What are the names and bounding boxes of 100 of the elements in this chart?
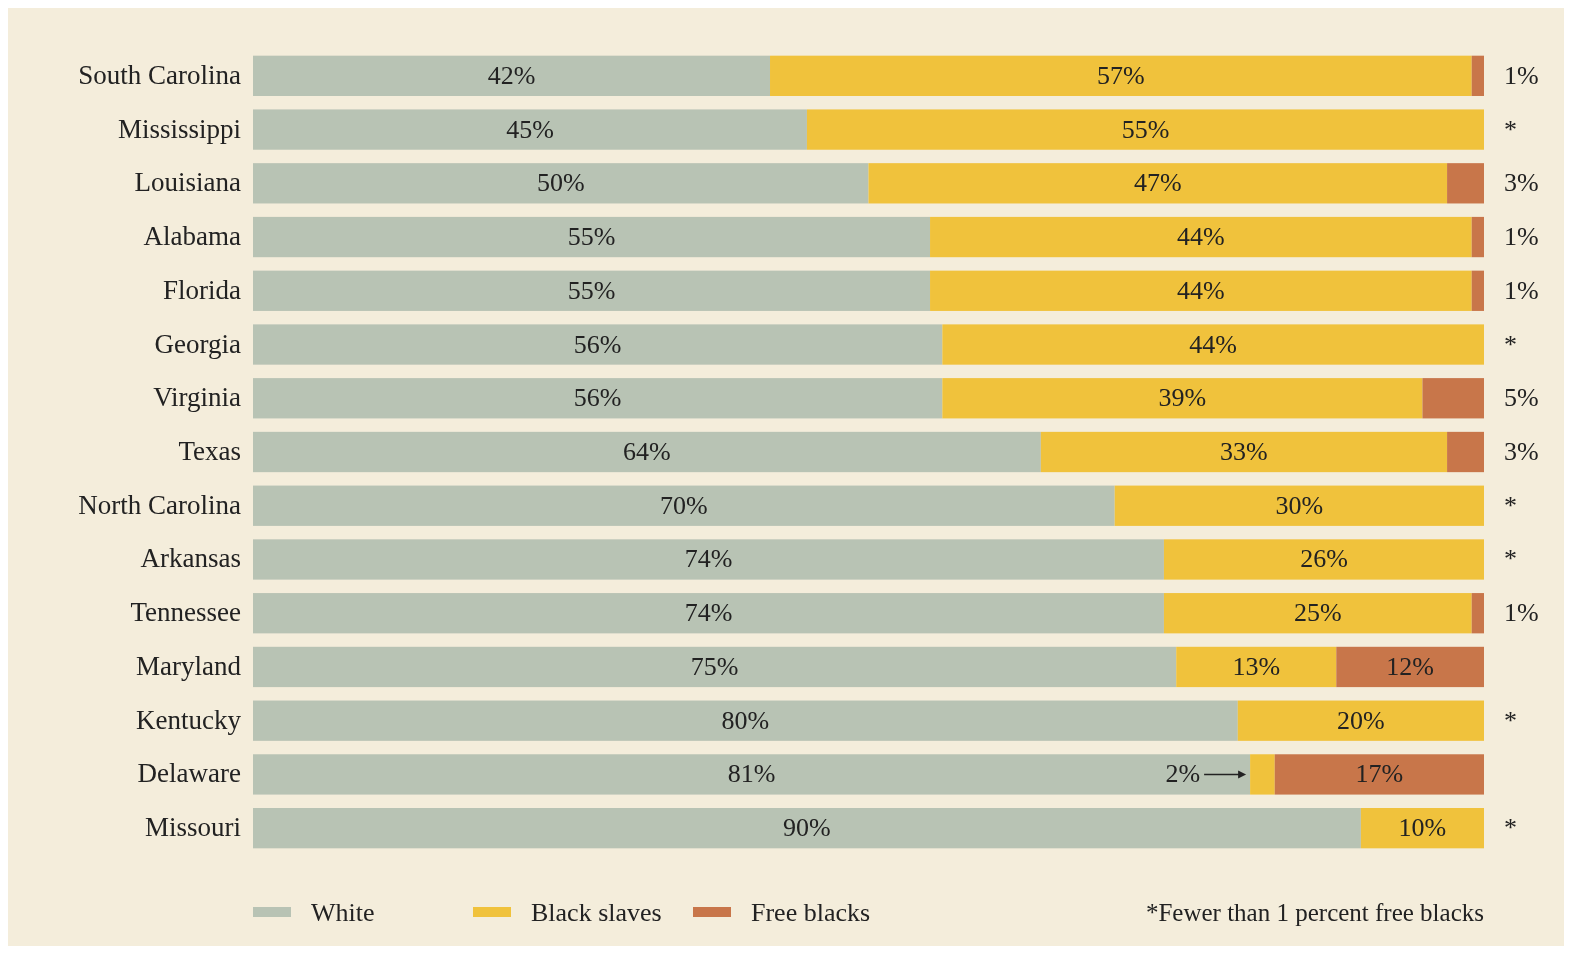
bar xyxy=(253,216,931,258)
bar xyxy=(942,378,1423,419)
data-label: 1% xyxy=(1504,60,1539,90)
bar xyxy=(1237,700,1484,741)
bar xyxy=(1274,754,1484,795)
text: *Fewer than 1 percent free blacks xyxy=(1145,899,1484,926)
data-label: 56% xyxy=(573,383,622,413)
data-label: 74% xyxy=(684,598,733,628)
y-tick-label: Maryland xyxy=(136,650,242,681)
data-label: 3% xyxy=(1504,168,1539,198)
bar xyxy=(253,593,1164,634)
bar xyxy=(253,808,1361,849)
bar xyxy=(942,324,1484,365)
legend-label: White xyxy=(311,898,375,927)
bar xyxy=(1422,378,1484,419)
data-label: 39% xyxy=(1158,383,1207,413)
data-label: 70% xyxy=(660,490,708,520)
bar xyxy=(253,378,943,419)
data-label: 1% xyxy=(1504,275,1539,305)
y-tick-label: Tennessee xyxy=(130,597,242,628)
data-label: 17% xyxy=(1355,759,1404,789)
data-label: 90% xyxy=(783,813,831,843)
data-label: 2% xyxy=(1165,759,1201,789)
bar xyxy=(1447,431,1484,473)
data-label: * xyxy=(1504,114,1517,144)
data-label: 5% xyxy=(1504,383,1539,413)
data-label: 80% xyxy=(721,705,770,735)
bar xyxy=(1163,539,1484,580)
bar xyxy=(253,539,1164,580)
data-label: 13% xyxy=(1232,651,1281,681)
bar xyxy=(930,270,1472,311)
data-label: 81% xyxy=(727,759,776,789)
y-tick-label: Arkansas xyxy=(140,543,241,574)
data-label: 55% xyxy=(1121,114,1170,144)
y-tick-label: Mississippi xyxy=(117,113,241,144)
data-label: 30% xyxy=(1275,490,1324,520)
data-label: 44% xyxy=(1177,222,1225,252)
data-label: 12% xyxy=(1386,651,1434,681)
bar xyxy=(1040,431,1448,473)
bar xyxy=(1176,646,1337,688)
data-label: 3% xyxy=(1504,437,1539,466)
data-label: 75% xyxy=(690,651,739,681)
bar xyxy=(253,754,1251,795)
bar xyxy=(1250,754,1275,795)
y-tick-label: Georgia xyxy=(154,328,241,359)
bar xyxy=(1114,485,1484,526)
bar xyxy=(253,485,1115,526)
legend-label: Black slaves xyxy=(531,898,662,927)
bar xyxy=(1471,593,1484,634)
data-label: 26% xyxy=(1300,544,1348,574)
data-label: * xyxy=(1504,329,1517,359)
y-tick-label: Louisiana xyxy=(134,167,241,198)
data-label: 44% xyxy=(1189,329,1238,359)
data-label: * xyxy=(1504,813,1517,843)
data-label: 20% xyxy=(1337,705,1385,735)
bar xyxy=(770,55,1472,96)
data-label: 25% xyxy=(1293,598,1342,628)
bar xyxy=(1471,216,1484,258)
data-label: 64% xyxy=(623,437,671,466)
data-label: 74% xyxy=(684,544,733,574)
bar xyxy=(253,431,1041,473)
data-label: 50% xyxy=(536,168,585,198)
bar xyxy=(253,109,807,150)
bar xyxy=(1471,270,1484,311)
data-label: 45% xyxy=(506,114,554,144)
bar xyxy=(868,163,1448,204)
y-tick-label: Virginia xyxy=(153,382,242,413)
data-label: * xyxy=(1504,490,1517,520)
y-tick-label: South Carolina xyxy=(78,59,241,90)
legend-label: Free blacks xyxy=(751,898,871,927)
bar xyxy=(253,324,943,365)
data-label: 57% xyxy=(1097,60,1145,90)
data-label: 56% xyxy=(573,329,622,359)
y-tick-label: Missouri xyxy=(144,812,241,843)
data-label: 55% xyxy=(567,275,616,305)
bar xyxy=(253,55,771,96)
bar xyxy=(253,270,931,311)
bar xyxy=(1336,646,1484,688)
bar xyxy=(253,646,1177,688)
data-label: 10% xyxy=(1398,813,1447,843)
y-tick-label: Delaware xyxy=(137,758,241,789)
bar xyxy=(253,163,869,204)
data-label: 42% xyxy=(487,60,536,90)
y-tick-label: North Carolina xyxy=(78,489,242,520)
y-tick-label: Kentucky xyxy=(136,704,242,735)
y-tick-label: Alabama xyxy=(143,221,242,252)
bar xyxy=(930,216,1472,258)
data-label: * xyxy=(1504,705,1517,735)
bar xyxy=(1447,163,1484,204)
bar xyxy=(806,109,1484,150)
data-label: 1% xyxy=(1504,598,1539,628)
bar xyxy=(1471,55,1484,96)
data-label: 44% xyxy=(1177,275,1225,305)
bar xyxy=(1360,808,1484,849)
y-tick-label: Florida xyxy=(163,274,242,305)
data-label: * xyxy=(1504,544,1517,574)
bar xyxy=(253,700,1238,741)
y-tick-label: Texas xyxy=(178,436,241,466)
data-label: 47% xyxy=(1133,168,1182,198)
data-label: 33% xyxy=(1220,437,1268,466)
